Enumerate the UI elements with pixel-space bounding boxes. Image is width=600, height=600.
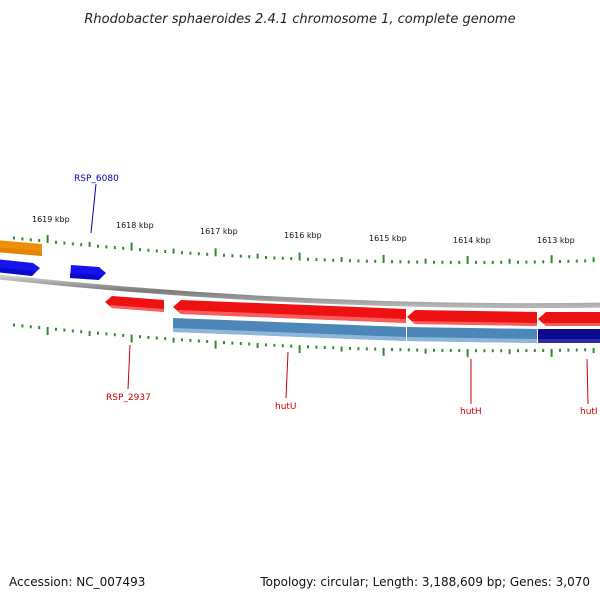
kbp-label-1618: 1618 kbp	[116, 221, 154, 230]
leader-line-rsp6080	[90, 183, 97, 234]
red-feature-huti[interactable]	[538, 312, 600, 326]
accession-label: Accession: NC_007493	[9, 575, 146, 589]
kbp-label-1616: 1616 kbp	[284, 231, 322, 240]
red-feature-huth[interactable]	[407, 310, 537, 326]
blue-feature-rsp6080[interactable]	[70, 265, 106, 280]
kbp-label-1619: 1619 kbp	[32, 215, 70, 224]
map-title: Rhodobacter sphaeroides 2.4.1 chromosome…	[84, 12, 515, 27]
leader-line-huti	[586, 358, 589, 405]
leader-line-hutu	[285, 351, 289, 399]
gene-label-huth[interactable]: hutH	[460, 407, 482, 417]
leader-line-rsp2937	[127, 344, 131, 390]
kbp-label-1614: 1614 kbp	[453, 236, 491, 245]
gene-label-rsp2937[interactable]: RSP_2937	[106, 393, 151, 403]
genome-stats-label: Topology: circular; Length: 3,188,609 bp…	[260, 575, 590, 589]
red-feature-hutu[interactable]	[173, 300, 406, 323]
outer-tick-ring	[13, 235, 595, 264]
steelblue-feature-2[interactable]	[407, 327, 537, 343]
gene-label-hutu[interactable]: hutU	[275, 402, 297, 412]
steelblue-feature-1[interactable]	[173, 318, 406, 341]
kbp-label-1615: 1615 kbp	[369, 234, 407, 243]
kbp-label-1617: 1617 kbp	[200, 227, 238, 236]
chromosome-backbone	[0, 274, 600, 309]
kbp-label-1613: 1613 kbp	[537, 236, 575, 245]
kbp-labels: 1619 kbp 1618 kbp 1617 kbp 1616 kbp 1615…	[32, 215, 575, 245]
navy-feature[interactable]	[538, 329, 600, 343]
red-feature-rsp2937[interactable]	[105, 296, 164, 312]
orange-feature[interactable]	[0, 240, 42, 256]
inner-tick-ring	[13, 323, 595, 358]
gene-label-huti[interactable]: hutI	[580, 407, 598, 417]
gene-label-rsp6080[interactable]: RSP_6080	[74, 174, 119, 184]
blue-feature-left[interactable]	[0, 259, 40, 276]
